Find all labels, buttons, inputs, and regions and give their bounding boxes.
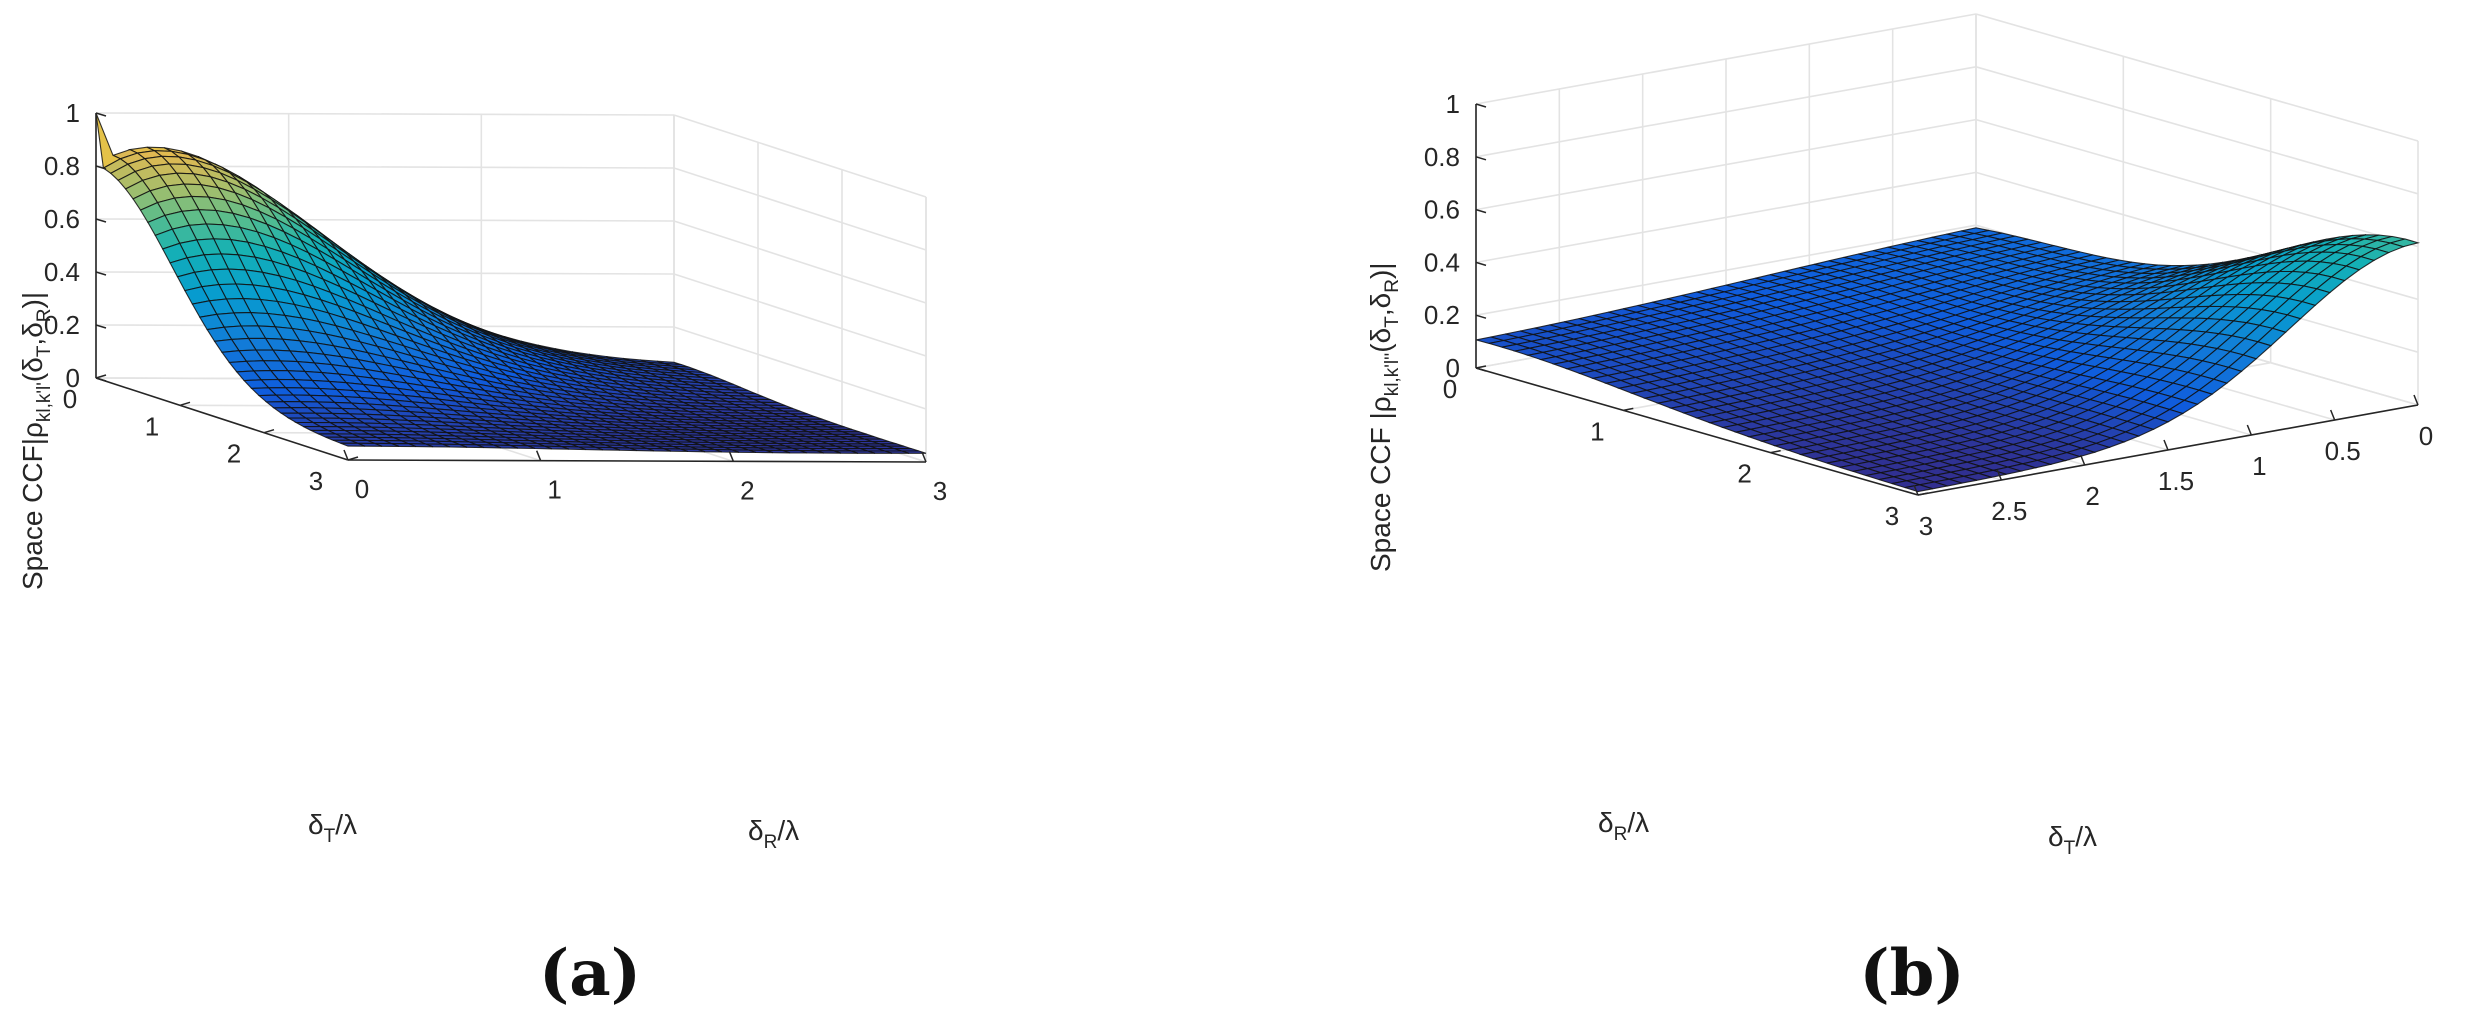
tick-mark	[1475, 365, 1487, 369]
z-tick-label: 1	[66, 98, 80, 128]
y-tick-label: 2	[1737, 459, 1751, 489]
chart-b-z-axis-label: Space CCF |ρkl,k'l''(δT,δR)|	[1365, 262, 1403, 572]
tick-mark	[2163, 439, 2169, 451]
x-tick-label: 2	[2085, 481, 2099, 511]
z-tick-label: 0	[1446, 353, 1460, 383]
tick-mark	[1917, 492, 1929, 496]
x-tick-label: 2	[227, 439, 241, 469]
gridline	[673, 114, 927, 198]
chart-a: 0 0.2 0.4 0.6 0.8 1 0 1 2 3 0 1 2 3 Space CCF|ρkl,k'l…	[17, 98, 947, 1011]
tick-mark	[1623, 407, 1634, 412]
tick-mark	[2329, 409, 2336, 421]
tick-mark	[1475, 103, 1487, 108]
tick-mark	[2079, 454, 2086, 466]
tick-mark	[179, 401, 191, 407]
x-tick-label: 3	[309, 466, 323, 496]
x-tick-label: 0	[63, 384, 77, 414]
gridline	[673, 167, 927, 251]
y-axis-line	[347, 459, 927, 463]
gridline	[673, 273, 927, 357]
chart-b: 0 0.2 0.4 0.6 0.8 1 0 1 2 3 0 0.5 1 1.5 2 2.5 3 Space CC…	[1365, 13, 2433, 1011]
chart-b-tick-labels: 0 0.2 0.4 0.6 0.8 1 0 1 2 3 0 0.5 1 1.5 2 2.5 3	[1424, 89, 2433, 541]
tick-mark	[1913, 484, 1919, 496]
tick-mark	[95, 377, 107, 382]
x-tick-label: 0.5	[2325, 436, 2361, 466]
gridline	[673, 220, 927, 304]
x-axis-line	[95, 377, 349, 461]
z-tick-label: 0	[66, 363, 80, 393]
tick-mark	[347, 456, 359, 461]
x-tick-label: 0	[2419, 421, 2433, 451]
surface-patch	[95, 112, 122, 169]
tick-mark	[95, 165, 107, 170]
y-axis-line	[1475, 367, 1919, 496]
tick-mark	[1475, 208, 1487, 214]
y-tick-label: 1	[1590, 416, 1604, 446]
z-tick-label: 0.6	[1424, 195, 1460, 225]
y-tick-label: 0	[1443, 374, 1457, 404]
tick-mark	[263, 428, 275, 434]
tick-mark	[1475, 367, 1487, 372]
tick-mark	[2246, 424, 2253, 436]
chart-b-y-axis-label: δR/λ	[1598, 807, 1649, 845]
z-tick-label: 0.4	[1424, 247, 1460, 277]
gridline	[1975, 13, 2419, 142]
x-tick-label: 1	[145, 411, 159, 441]
chart-a-axes	[95, 113, 927, 463]
tick-mark	[95, 112, 107, 117]
x-tick-label: 1.5	[2158, 466, 2194, 496]
tick-mark	[1475, 261, 1487, 267]
tick-mark	[95, 374, 107, 379]
y-tick-label: 1	[547, 475, 561, 505]
z-tick-label: 0.2	[1424, 300, 1460, 330]
tick-mark	[1475, 314, 1487, 319]
gridline	[673, 326, 927, 410]
chart-a-y-axis-label: δR/λ	[748, 815, 799, 853]
tick-mark	[535, 450, 542, 461]
z-tick-label: 0.6	[44, 204, 80, 234]
z-tick-label: 0.4	[44, 257, 80, 287]
tick-mark	[921, 451, 927, 463]
gridline	[1975, 118, 2419, 248]
chart-a-surface	[95, 112, 927, 454]
y-tick-label: 3	[1885, 501, 1899, 531]
x-tick-label: 1	[2252, 451, 2266, 481]
tick-mark	[1996, 469, 2003, 481]
x-tick-label: 2.5	[1991, 496, 2027, 526]
tick-mark	[1475, 156, 1487, 161]
gridline	[95, 112, 675, 116]
surface-patch	[340, 442, 366, 447]
z-tick-label: 0.2	[44, 310, 80, 340]
tick-mark	[728, 451, 735, 462]
tick-mark	[2413, 394, 2419, 406]
chart-a-x-axis-label: δT/λ	[308, 809, 357, 847]
z-tick-label: 0.8	[1424, 142, 1460, 172]
y-tick-label: 0	[355, 474, 369, 504]
y-tick-label: 3	[933, 476, 947, 506]
chart-a-panel-label: (a)	[539, 936, 641, 1011]
chart-b-x-axis-label: δT/λ	[2048, 821, 2097, 859]
tick-mark	[343, 449, 349, 461]
z-tick-label: 1	[1446, 89, 1460, 119]
chart-b-surface	[1475, 227, 2421, 493]
chart-a-z-axis-label: Space CCF|ρkl,k'l'(δT,δR)|	[17, 292, 55, 590]
tick-mark	[95, 218, 107, 223]
chart-b-panel-label: (b)	[1859, 936, 1964, 1011]
x-tick-label: 3	[1919, 511, 1933, 541]
y-tick-label: 2	[740, 475, 754, 505]
chart-a-tick-labels: 0 0.2 0.4 0.6 0.8 1 0 1 2 3 0 1 2 3	[44, 98, 947, 506]
tick-mark	[95, 271, 107, 276]
z-tick-label: 0.8	[44, 151, 80, 181]
tick-mark	[1770, 449, 1781, 454]
gridline	[1975, 66, 2419, 195]
surface-patch	[1904, 484, 1933, 493]
tick-mark	[95, 324, 107, 329]
